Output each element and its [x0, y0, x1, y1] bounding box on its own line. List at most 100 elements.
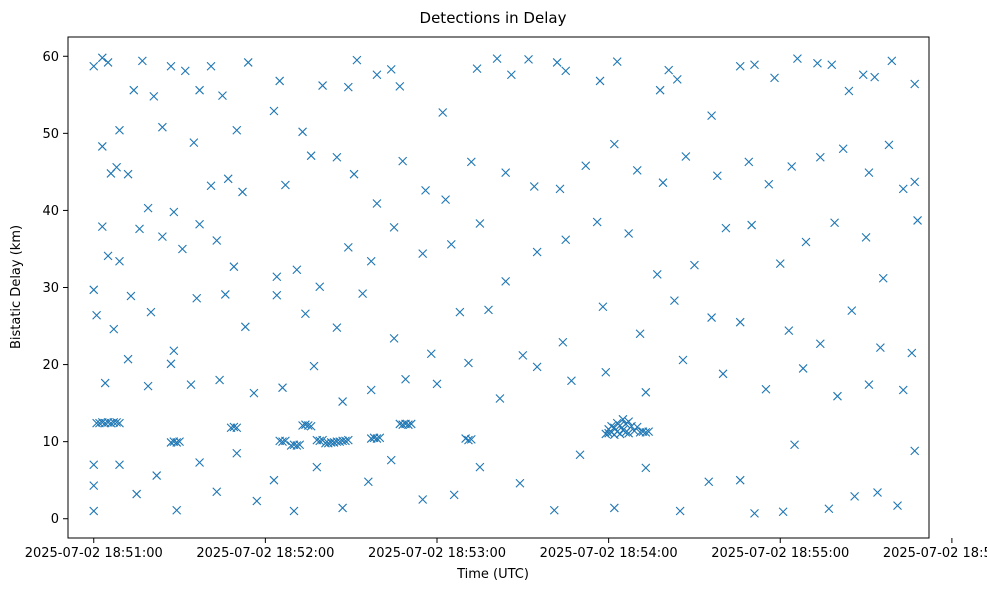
data-point [252, 496, 262, 506]
data-point [624, 417, 634, 427]
data-point [824, 504, 834, 514]
data-point [135, 224, 144, 234]
data-point [318, 81, 327, 90]
data-point [770, 73, 779, 83]
data-point [601, 367, 611, 377]
data-point [690, 260, 699, 270]
data-point [418, 249, 428, 258]
data-point [561, 66, 571, 76]
data-point [240, 322, 250, 332]
data-point [629, 426, 639, 436]
data-point [838, 144, 848, 154]
data-point [518, 350, 528, 360]
data-point [798, 364, 808, 373]
data-point [97, 53, 107, 63]
data-point [295, 440, 305, 450]
data-point [464, 358, 473, 368]
data-point [363, 477, 373, 487]
data-point [464, 435, 473, 445]
data-point [158, 122, 167, 132]
data-point [624, 428, 634, 438]
data-point [555, 184, 565, 194]
data-point [632, 422, 642, 432]
data-point [89, 460, 99, 470]
data-point [278, 437, 287, 447]
data-point [778, 507, 788, 517]
data-point [858, 70, 868, 80]
data-point [349, 169, 359, 179]
data-point [898, 184, 908, 194]
data-point [372, 199, 382, 208]
data-point [386, 455, 396, 465]
data-point [529, 182, 539, 191]
x-axis-ticks: 2025-07-02 18:51:00 2025-07-02 18:52:00 20… [25, 538, 987, 561]
y-axis-label: Bistatic Delay (km) [9, 225, 24, 349]
data-point [567, 376, 576, 386]
data-point [143, 203, 153, 213]
data-point [172, 505, 182, 515]
y-axis-ticks: 0 10 20 30 40 50 60 [42, 50, 68, 527]
data-point [389, 333, 399, 343]
data-point [343, 82, 353, 92]
data-point [446, 239, 456, 249]
data-point [112, 162, 122, 172]
data-point [232, 125, 242, 135]
y-tick-label: 40 [42, 204, 59, 219]
data-point [215, 375, 224, 385]
data-point [707, 111, 716, 121]
data-point [844, 86, 854, 96]
data-point [449, 490, 459, 500]
data-point [532, 362, 542, 372]
data-point [632, 165, 642, 175]
data-point [675, 506, 685, 516]
data-point [238, 187, 247, 197]
data-point [315, 436, 325, 446]
data-point [472, 64, 482, 73]
data-point [898, 385, 908, 395]
data-point [681, 152, 691, 161]
data-point [495, 394, 505, 403]
data-point [644, 427, 654, 437]
data-point [658, 178, 668, 188]
data-point [432, 379, 442, 389]
data-point [315, 282, 325, 292]
x-tick-label: 2025-07-02 18:54:00 [540, 546, 678, 561]
y-tick-label: 10 [42, 435, 59, 450]
data-point [609, 139, 619, 149]
data-point [375, 433, 385, 443]
data-point [243, 58, 253, 67]
data-point [395, 81, 405, 91]
data-point [790, 440, 799, 450]
x-tick-label: 2025-07-02 18:53:00 [368, 546, 506, 561]
data-point [232, 448, 242, 458]
data-point [635, 329, 645, 339]
data-point [278, 383, 287, 393]
data-point [744, 157, 754, 167]
data-point [406, 419, 416, 429]
data-point [218, 91, 227, 100]
data-point [212, 236, 222, 245]
data-point [189, 138, 199, 147]
data-point [115, 460, 124, 470]
data-point [618, 414, 628, 424]
data-point [913, 216, 922, 225]
data-point [707, 313, 716, 322]
data-point [172, 438, 182, 447]
data-point [426, 349, 436, 359]
data-points [89, 53, 922, 518]
data-point [438, 108, 448, 117]
y-tick-label: 60 [42, 50, 59, 65]
data-point [652, 270, 662, 279]
data-point [850, 491, 860, 501]
data-point [827, 60, 837, 70]
data-point [332, 323, 342, 332]
data-point [764, 179, 774, 189]
data-point [292, 441, 302, 450]
data-point [549, 505, 559, 515]
data-point [303, 421, 313, 430]
data-point [292, 265, 302, 275]
y-tick-label: 30 [42, 281, 59, 296]
plot-area-frame [67, 36, 930, 539]
data-point [358, 289, 368, 299]
